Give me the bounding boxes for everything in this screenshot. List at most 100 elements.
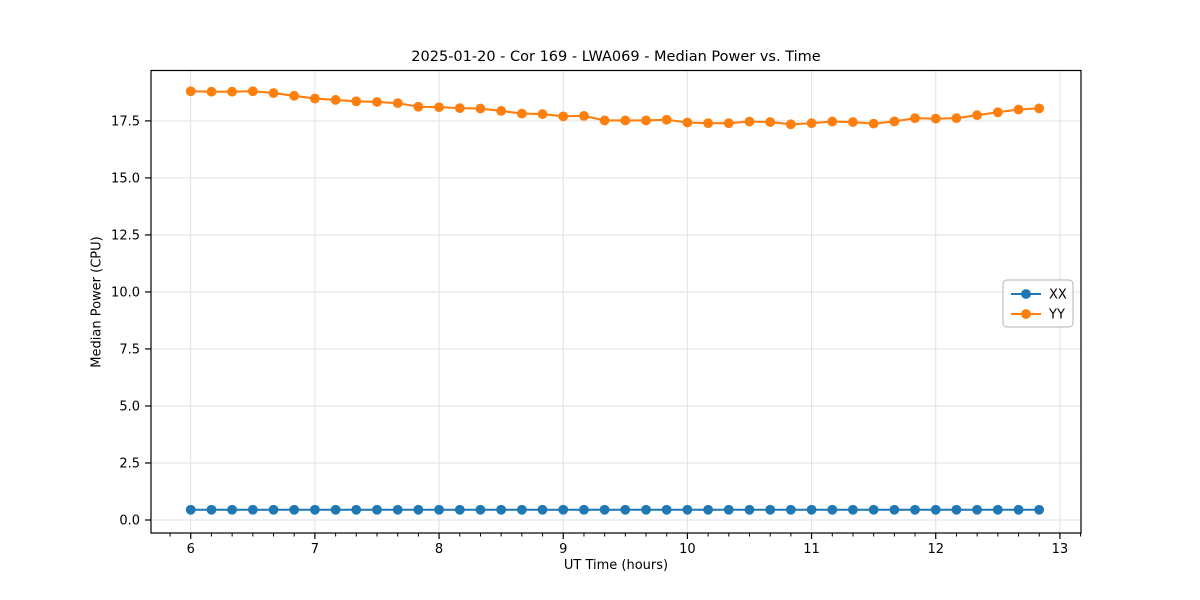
data-point-XX <box>372 504 382 515</box>
data-point-YY <box>434 102 444 113</box>
data-point-XX <box>330 504 341 515</box>
x-tick-label: 7 <box>311 542 319 557</box>
data-point-YY <box>744 116 755 127</box>
x-tick-label: 6 <box>187 542 195 557</box>
data-point-YY <box>372 97 382 107</box>
x-axis-ticks: 6 7 8 9 10 11 12 13 <box>187 533 1069 557</box>
data-point-YY <box>930 113 941 124</box>
data-point-XX <box>516 504 527 515</box>
data-point-XX <box>185 504 196 515</box>
data-point-XX <box>641 504 651 515</box>
data-point-YY <box>765 117 776 127</box>
x-tick-label: 8 <box>435 542 443 557</box>
data-point-XX <box>806 504 817 515</box>
data-point-YY <box>496 105 507 116</box>
gridlines <box>151 70 1081 533</box>
y-tick-label: 5.0 <box>119 399 140 414</box>
data-point-XX <box>703 504 714 515</box>
legend-marker-XX <box>1021 289 1031 299</box>
data-point-XX <box>496 504 507 515</box>
data-point-XX <box>889 504 900 515</box>
data-point-XX <box>392 504 403 515</box>
data-point-YY <box>475 103 486 114</box>
y-tick-label: 12.5 <box>111 228 140 243</box>
data-point-YY <box>848 117 858 127</box>
data-point-XX <box>247 504 258 515</box>
data-point-YY <box>579 110 589 121</box>
data-point-XX <box>661 504 672 515</box>
data-point-XX <box>765 504 776 515</box>
data-point-YY <box>910 113 920 124</box>
data-point-YY <box>268 88 279 98</box>
data-point-XX <box>972 504 982 515</box>
data-point-XX <box>413 504 424 515</box>
legend-box <box>1002 279 1074 328</box>
data-point-YY <box>558 111 569 122</box>
data-point-XX <box>475 504 486 515</box>
data-point-YY <box>1034 103 1045 114</box>
data-point-YY <box>289 90 300 101</box>
y-tick-label: 15.0 <box>111 171 140 186</box>
data-point-XX <box>454 504 465 515</box>
data-point-YY <box>723 118 734 129</box>
data-point-YY <box>413 101 424 112</box>
data-point-XX <box>744 504 755 515</box>
chart-title: 2025-01-20 - Cor 169 - LWA069 - Median P… <box>411 49 821 65</box>
data-point-YY <box>785 119 796 130</box>
data-point-XX <box>289 504 300 515</box>
data-point-YY <box>641 115 651 126</box>
data-point-YY <box>827 116 838 127</box>
y-tick-label: 2.5 <box>119 456 140 471</box>
data-point-XX <box>227 504 237 515</box>
data-point-YY <box>185 86 196 97</box>
data-point-YY <box>992 107 1003 118</box>
data-point-YY <box>537 109 548 119</box>
data-point-YY <box>247 86 258 97</box>
data-point-YY <box>661 114 672 125</box>
legend-marker-YY <box>1021 309 1031 319</box>
data-point-XX <box>682 504 693 515</box>
data-point-XX <box>723 504 734 515</box>
data-point-XX <box>992 504 1003 515</box>
legend-label-YY: YY <box>1048 308 1065 323</box>
legend: XX YY <box>1002 279 1074 328</box>
x-tick-label: 10 <box>679 542 696 557</box>
data-point-YY <box>806 118 817 129</box>
x-tick-label: 9 <box>559 542 567 557</box>
data-point-XX <box>579 504 589 515</box>
data-point-YY <box>1013 104 1024 115</box>
x-tick-label: 11 <box>803 542 820 557</box>
x-tick-label: 13 <box>1052 542 1069 557</box>
data-point-YY <box>309 93 320 104</box>
data-point-XX <box>268 504 279 515</box>
data-point-XX <box>558 504 569 515</box>
data-point-XX <box>1034 504 1045 515</box>
data-point-YY <box>620 115 631 126</box>
x-tick-label: 12 <box>927 542 944 557</box>
data-point-XX <box>848 504 858 515</box>
data-point-YY <box>703 118 714 129</box>
data-point-YY <box>351 96 362 107</box>
data-point-YY <box>889 116 900 127</box>
data-point-YY <box>951 113 962 124</box>
y-axis-ticks: 0.0 2.5 5.0 7.5 10.0 12.5 15.0 17.5 <box>111 114 151 529</box>
data-point-YY <box>330 95 341 105</box>
data-point-YY <box>682 117 693 128</box>
series-YY <box>185 86 1045 130</box>
data-point-YY <box>516 108 527 119</box>
data-point-XX <box>930 504 941 515</box>
series-XX <box>185 504 1045 515</box>
x-axis-label: UT Time (hours) <box>563 558 669 573</box>
data-point-XX <box>351 504 362 515</box>
data-point-XX <box>1013 504 1024 515</box>
plot-border <box>150 69 1082 534</box>
data-point-XX <box>620 504 631 515</box>
data-point-XX <box>434 504 444 515</box>
data-point-XX <box>599 504 610 515</box>
y-tick-label: 17.5 <box>111 114 140 129</box>
data-point-XX <box>951 504 962 515</box>
data-point-XX <box>309 504 320 515</box>
y-tick-label: 0.0 <box>119 514 140 529</box>
data-point-YY <box>227 86 237 97</box>
